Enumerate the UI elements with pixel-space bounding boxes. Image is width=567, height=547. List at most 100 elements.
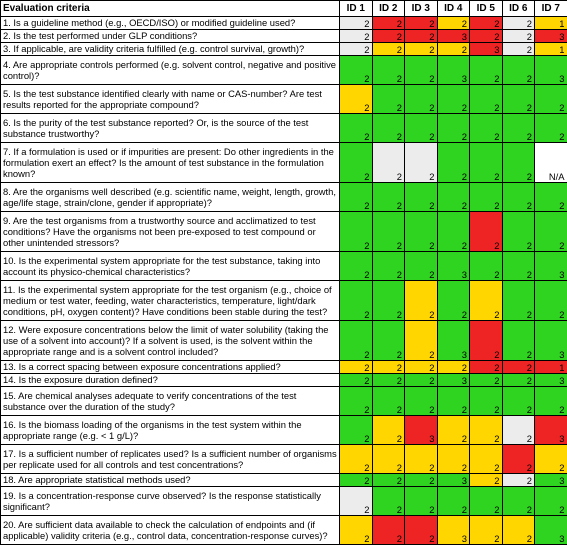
score-cell: 2 [534,182,567,212]
score-cell: 3 [534,29,567,43]
score-cell: 2 [404,16,438,30]
score-cell: N/A [534,142,567,183]
criterion-text: 16. Is the biomass loading of the organi… [0,415,340,445]
score-cell: 2 [501,515,535,545]
score-cell: 2 [436,211,470,252]
score-cell: 2 [501,182,535,212]
score-cell: 2 [404,29,438,43]
table-row: 14. Is the exposure duration defined? 2 2 2… [0,373,567,387]
score-cell: 3 [534,473,567,487]
score-cell: 3 [534,55,567,85]
score-cell: 2 [339,142,373,183]
score-cell: 2 [501,415,535,445]
table-row: 17. Is a sufficient number of replicates… [0,444,567,474]
score-cell: 2 [469,444,503,474]
score-cell: 2 [501,280,535,321]
score-cell: 2 [404,251,438,281]
score-cell: 2 [534,486,567,516]
score-cell: 3 [436,373,470,387]
criterion-text: 10. Is the experimental system appropria… [0,251,340,281]
criterion-text: 11. Is the experimental system appropria… [0,280,340,321]
score-cell: 2 [534,280,567,321]
score-cell: 2 [469,142,503,183]
score-cell: 2 [469,113,503,143]
score-cell: 1 [534,42,567,56]
score-cell: 2 [501,55,535,85]
score-cell: 3 [469,42,503,56]
table-row: 4. Are appropriate controls performed (e… [0,55,567,85]
score-cell: 2 [339,320,373,361]
criterion-text: 4. Are appropriate controls performed (e… [0,55,340,85]
score-cell: 2 [371,42,405,56]
score-cell: 2 [501,320,535,361]
table-row: 15. Are chemical analyses adequate to ve… [0,386,567,416]
score-cell: 2 [469,16,503,30]
criteria-column-header: Evaluation criteria [0,0,340,17]
score-cell: 2 [371,373,405,387]
score-cell: 2 [469,211,503,252]
score-cell: 2 [339,251,373,281]
score-cell: 2 [404,515,438,545]
score-cell: 2 [404,444,438,474]
score-cell: 2 [501,211,535,252]
score-cell: 2 [371,211,405,252]
score-cell: 2 [371,29,405,43]
score-cell: 2 [469,486,503,516]
score-cell: 2 [436,360,470,374]
score-cell: 2 [404,486,438,516]
score-cell: 2 [339,42,373,56]
score-cell: 2 [501,444,535,474]
score-cell: 2 [339,515,373,545]
score-cell: 1 [534,360,567,374]
score-cell: 2 [371,515,405,545]
score-cell: 2 [404,182,438,212]
score-cell: 2 [339,29,373,43]
score-cell: 2 [436,84,470,114]
criterion-text: 14. Is the exposure duration defined? [0,373,340,387]
score-cell: 3 [534,320,567,361]
id-column-header: ID 4 [436,0,470,17]
score-cell: 2 [534,84,567,114]
criterion-text: 18. Are appropriate statistical methods … [0,473,340,487]
id-column-header: ID 7 [534,0,567,17]
criterion-text: 3. If applicable, are validity criteria … [0,42,340,56]
id-column-header: ID 2 [371,0,405,17]
criterion-text: 6. Is the purity of the test substance r… [0,113,340,143]
score-cell: 2 [404,373,438,387]
table-row: 8. Are the organisms well described (e.g… [0,182,567,212]
score-cell: 2 [371,182,405,212]
table-row: 3. If applicable, are validity criteria … [0,42,567,56]
score-cell: 2 [501,251,535,281]
table-row: 11. Is the experimental system appropria… [0,280,567,321]
score-cell: 2 [469,55,503,85]
score-cell: 2 [339,386,373,416]
criterion-text: 8. Are the organisms well described (e.g… [0,182,340,212]
table-row: 13. Is a correct spacing between exposur… [0,360,567,374]
score-cell: 2 [469,415,503,445]
score-cell: 2 [339,360,373,374]
score-cell: 2 [501,473,535,487]
score-cell: 2 [501,29,535,43]
score-cell: 2 [339,486,373,516]
score-cell: 2 [404,211,438,252]
score-cell: 2 [436,415,470,445]
score-cell: 2 [436,444,470,474]
score-cell: 3 [436,515,470,545]
score-cell: 2 [501,360,535,374]
table-row: 10. Is the experimental system appropria… [0,251,567,281]
score-cell: 2 [339,444,373,474]
score-cell: 2 [371,486,405,516]
criterion-text: 9. Are the test organisms from a trustwo… [0,211,340,252]
score-cell: 2 [371,280,405,321]
table-row: 9. Are the test organisms from a trustwo… [0,211,567,252]
score-cell: 2 [404,113,438,143]
score-cell: 2 [501,373,535,387]
score-cell: 2 [371,16,405,30]
table-row: 1. Is a guideline method (e.g., OECD/ISO… [0,16,567,30]
score-cell: 2 [339,55,373,85]
score-cell: 3 [534,373,567,387]
score-cell: 2 [469,515,503,545]
score-cell: 2 [339,473,373,487]
table-row: 6. Is the purity of the test substance r… [0,113,567,143]
